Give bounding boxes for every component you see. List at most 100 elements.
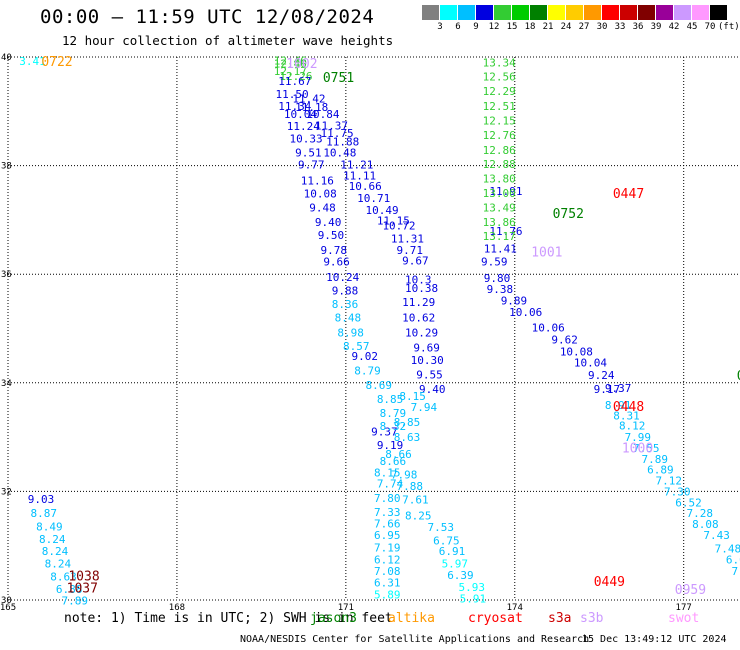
pass-time-label: 1001 (531, 245, 562, 260)
pass-time-label: 0722 (41, 55, 72, 70)
wave-height-point: 9.19 (377, 439, 404, 452)
wave-height-point: 8.15 (399, 390, 426, 403)
color-swatch (512, 5, 529, 20)
wave-height-point: 10.08 (304, 187, 337, 200)
wave-height-point: 10.84 (306, 108, 339, 121)
x-tick-label: 174 (507, 603, 523, 613)
wave-height-point: 12.17 (274, 65, 307, 78)
wave-height-point: 8.08 (692, 518, 719, 531)
wave-height-point: 9.40 (419, 383, 446, 396)
wave-height-point: 13.80 (483, 173, 516, 186)
wave-height-point: 11.41 (484, 243, 517, 256)
color-swatch (602, 5, 619, 20)
y-tick-label: 30 (1, 596, 12, 606)
color-swatch (530, 5, 547, 20)
wave-height-point: 9.78 (321, 244, 348, 257)
wave-height-point: 11.16 (301, 174, 334, 187)
wave-height-point: 9.89 (501, 294, 528, 307)
wave-height-point: 9.71 (397, 244, 424, 257)
wave-height-point: 7.80 (374, 492, 401, 505)
wave-height-point: 10.3 (405, 274, 432, 287)
chart-subtitle: 12 hour collection of altimeter wave hei… (62, 33, 394, 48)
wave-height-point: 11.18 (295, 101, 328, 114)
wave-height-point: 10.24 (326, 271, 359, 284)
wave-height-point: 9.88 (332, 284, 359, 297)
y-tick-label: 40 (1, 53, 12, 63)
satellite-legend-altika: altika (388, 611, 435, 626)
wave-height-point: 11.11 (343, 169, 376, 182)
wave-height-point: 6.64 (726, 553, 740, 566)
wave-height-point: 7.12 (656, 475, 683, 488)
wave-height-point: 8.49 (36, 521, 63, 534)
wave-height-point: 9.37 (371, 426, 398, 439)
wave-height-point: 7.66 (374, 517, 401, 530)
color-swatch (440, 5, 457, 20)
wave-height-point: 6.75 (433, 534, 460, 547)
wave-height-point: 8.87 (31, 507, 58, 520)
color-scale-label: 3 (437, 22, 443, 32)
color-swatch (458, 5, 475, 20)
wave-height-point: 6.12 (374, 553, 401, 566)
timestamp: 15 Dec 13:49:12 UTC 2024 (582, 634, 727, 645)
color-scale-label: 70 (704, 22, 716, 32)
color-swatch (476, 5, 493, 20)
color-scale-label: 24 (560, 22, 572, 32)
wave-height-point: 11.91 (489, 185, 522, 198)
wave-height-point: 10.71 (357, 192, 390, 205)
color-scale-label: 9 (473, 22, 479, 32)
wave-height-point: 9.02 (351, 350, 378, 363)
wave-height-point: 10.48 (323, 147, 356, 160)
wave-height-point: 8.15 (374, 466, 401, 479)
wave-height-point: 9.03 (28, 493, 55, 506)
wave-height-point: 12.56 (483, 71, 516, 84)
chart-title: 00:00 – 11:59 UTC 12/08/2024 (40, 6, 375, 28)
color-swatch (620, 5, 637, 20)
wave-height-point: 7.48 (715, 542, 740, 555)
pass-time-label: 1002 (286, 57, 317, 72)
wave-height-point: 12.76 (483, 129, 516, 142)
wave-height-point: 11.67 (278, 75, 311, 88)
wave-height-point: 8.36 (332, 298, 359, 311)
wave-height-point: 3.41 (19, 55, 45, 68)
color-scale-label: 33 (614, 22, 626, 32)
wave-height-point: 8.31 (613, 409, 640, 422)
footnote: note: 1) Time is in UTC; 2) SWH is in fe… (64, 611, 393, 626)
color-scale-label: 42 (668, 22, 680, 32)
wave-height-point: 10.49 (366, 204, 399, 217)
wave-height-point: 9.48 (309, 201, 336, 214)
y-tick-label: 38 (1, 162, 12, 172)
wave-height-point: 12.46 (274, 54, 307, 67)
wave-height-point: 7.89 (61, 595, 88, 608)
y-tick-label: 34 (1, 379, 12, 389)
wave-height-point: 10.38 (405, 282, 438, 295)
color-scale-label: 30 (596, 22, 608, 32)
wave-height-point: 10.04 (284, 108, 317, 121)
wave-height-point: 8.91 (605, 399, 632, 412)
x-tick-label: 171 (338, 603, 354, 613)
color-swatch (674, 5, 691, 20)
color-scale-label: 39 (650, 22, 662, 32)
wave-height-point: 5.89 (374, 589, 401, 602)
pass-time-label: 0752 (553, 207, 584, 222)
wave-height-point: 9.55 (416, 369, 443, 382)
wave-height-point: 13.17 (483, 230, 516, 243)
wave-height-point: 10.72 (382, 219, 415, 232)
wave-height-point: 9.24 (588, 369, 615, 382)
pass-time-label: 1037 (67, 582, 98, 597)
satellite-legend-swot: swot (668, 611, 700, 626)
color-swatch (692, 5, 709, 20)
wave-height-point: 10.33 (290, 132, 323, 145)
wave-height-point: 6.52 (675, 496, 702, 509)
color-swatch (566, 5, 583, 20)
wave-height-point: 12.88 (483, 158, 516, 171)
y-tick-label: 36 (1, 270, 12, 280)
wave-height-point: 10.06 (532, 321, 565, 334)
satellite-legend-s3b: s3b (580, 611, 604, 626)
wave-height-point: 8.69 (366, 379, 393, 392)
wave-height-point: 7.55 (633, 442, 660, 455)
wave-height-point: 12.40 (274, 58, 307, 71)
wave-height-point: 8.63 (394, 431, 421, 444)
x-tick-label: 177 (676, 603, 692, 613)
wave-height-point: 11.31 (391, 232, 424, 245)
